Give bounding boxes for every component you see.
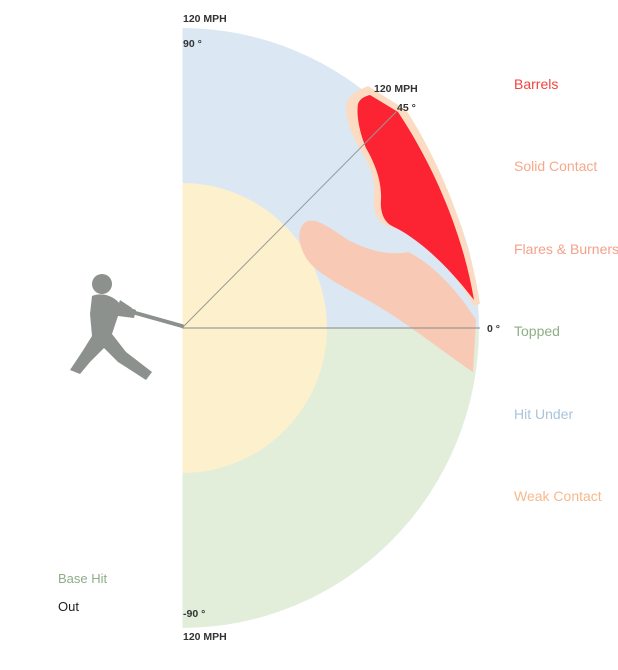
zone-flares-burners	[299, 220, 476, 372]
speed-label-bottom: 120 MPH	[183, 631, 227, 643]
angle-label-neg-90: -90 °	[183, 608, 205, 620]
speed-label-top: 120 MPH	[183, 13, 227, 25]
zone-barrels	[357, 95, 474, 300]
legend-hit-under: Hit Under	[514, 406, 573, 422]
angle-label-90: 90 °	[183, 38, 202, 50]
legend-base-hit: Base Hit	[58, 571, 108, 586]
angle-label-0: 0 °	[487, 323, 500, 335]
legend-weak-contact: Weak Contact	[514, 488, 602, 504]
legend-barrels: Barrels	[514, 76, 558, 92]
legend-flares-burners: Flares & Burners	[514, 241, 618, 257]
forty-five-degree-line	[181, 111, 397, 329]
legend-solid-contact: Solid Contact	[514, 158, 597, 174]
batter-icon	[70, 274, 184, 380]
legend-topped: Topped	[514, 323, 560, 339]
angle-label-45: 45 °	[397, 102, 416, 114]
speed-label-45: 120 MPH	[374, 83, 418, 95]
legend-out: Out	[58, 599, 79, 614]
